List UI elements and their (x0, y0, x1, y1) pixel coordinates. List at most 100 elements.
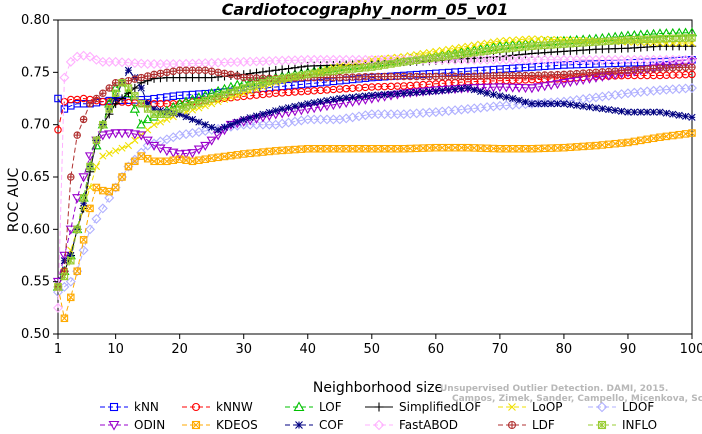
data-point (497, 93, 503, 99)
data-point (202, 121, 208, 127)
data-point (542, 101, 548, 107)
data-point (196, 67, 202, 73)
data-point (305, 101, 311, 107)
data-point (503, 94, 509, 100)
legend-label: LOF (319, 400, 342, 414)
data-point (265, 67, 273, 75)
data-point (112, 184, 118, 190)
data-point (253, 113, 259, 119)
data-point (689, 64, 695, 70)
x-tick-label: 40 (299, 342, 316, 357)
data-point (644, 109, 650, 115)
legend-item-fastabod: FastABOD (365, 418, 458, 432)
data-point (490, 91, 496, 97)
data-point (682, 113, 688, 119)
legend-label: KDEOS (216, 418, 258, 432)
data-point (279, 106, 285, 112)
y-tick-label: 0.60 (21, 222, 50, 237)
data-point (439, 87, 445, 93)
data-point (606, 68, 612, 74)
data-point (561, 71, 567, 77)
x-tick-label: 30 (235, 342, 252, 357)
legend-item-knn: kNN (100, 400, 159, 414)
x-axis-label: Neighborhood size (313, 380, 443, 396)
data-point (247, 114, 253, 120)
data-point (663, 65, 669, 71)
data-point (61, 315, 67, 321)
legend-item-kdeos: KDEOS (182, 418, 258, 432)
legend-label: FastABOD (399, 418, 458, 432)
data-point (144, 106, 150, 112)
series-kdeos (55, 130, 695, 322)
data-point (522, 99, 528, 105)
data-point (93, 163, 99, 169)
data-point (80, 116, 86, 122)
data-point (157, 119, 163, 125)
data-point (465, 73, 471, 79)
data-point (349, 94, 355, 100)
data-point (509, 72, 515, 78)
data-point (151, 71, 157, 77)
data-point (509, 95, 515, 101)
data-point (516, 72, 522, 78)
data-point (650, 109, 656, 115)
data-point (599, 106, 605, 112)
data-point (176, 67, 182, 73)
data-point (689, 114, 695, 120)
data-point (68, 174, 74, 180)
data-point (599, 69, 605, 75)
data-point (228, 121, 234, 127)
data-point (285, 104, 291, 110)
data-point (87, 184, 93, 190)
data-point (625, 67, 631, 73)
data-point (401, 90, 407, 96)
data-point (61, 258, 67, 264)
data-point (362, 74, 368, 80)
data-point (138, 153, 144, 159)
data-point (574, 102, 580, 108)
data-point (362, 93, 368, 99)
data-point (407, 90, 413, 96)
data-point (529, 101, 535, 107)
data-point (509, 422, 516, 429)
data-point (247, 75, 253, 81)
data-point (266, 109, 272, 115)
data-point (125, 142, 131, 148)
data-point (548, 72, 554, 78)
data-point (317, 98, 323, 104)
x-tick-label: 100 (680, 342, 702, 357)
data-point (375, 73, 381, 79)
data-point (497, 72, 503, 78)
data-point (202, 67, 208, 73)
data-point (106, 150, 112, 156)
x-tick-label: 70 (492, 342, 509, 357)
data-point (296, 422, 303, 429)
data-point (343, 95, 349, 101)
data-point (234, 119, 240, 125)
data-point (215, 127, 221, 133)
series-layer (54, 28, 696, 321)
data-point (471, 87, 477, 93)
y-tick-label: 0.80 (21, 13, 50, 28)
data-point (612, 107, 618, 113)
chart-title: Cardiotocography_norm_05_v01 (222, 0, 509, 19)
x-tick-label: 1 (54, 342, 62, 357)
data-point (298, 102, 304, 108)
series-ldof (54, 84, 696, 297)
data-point (188, 150, 196, 157)
data-point (337, 95, 343, 101)
watermark-line-2: Campos, Zimek, Sander, Campello, Micenko… (452, 394, 702, 404)
legend-item-odin: ODIN (100, 418, 165, 432)
data-point (125, 67, 131, 73)
data-point (535, 72, 541, 78)
y-tick-label: 0.70 (21, 118, 50, 133)
data-point (490, 72, 496, 78)
data-point (580, 70, 586, 76)
x-tick-label: 50 (364, 342, 381, 357)
data-point (452, 86, 458, 92)
data-point (670, 111, 676, 117)
legend-label: COF (319, 418, 344, 432)
data-point (119, 174, 125, 180)
data-point (631, 67, 637, 73)
data-point (394, 73, 400, 79)
